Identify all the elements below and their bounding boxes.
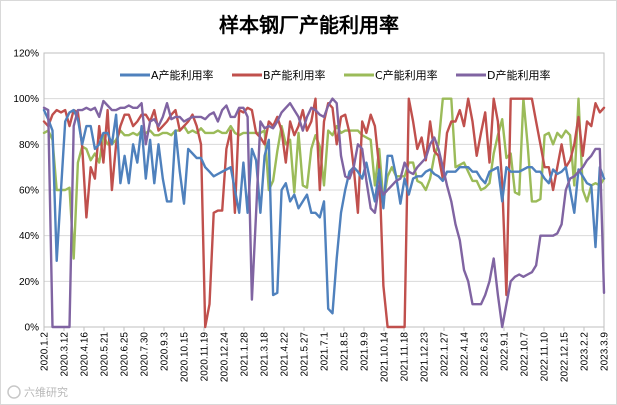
x-tick-label: 2021.4.22 bbox=[280, 332, 291, 377]
x-tick-label: 2021.7.1 bbox=[320, 332, 331, 371]
x-tick-label: 2023.3.9 bbox=[600, 332, 611, 371]
legend: A产能利用率 B产能利用率 C产能利用率 D产能利用率 bbox=[120, 68, 550, 82]
x-tick-label: 2020.12.24 bbox=[220, 332, 231, 382]
x-tick-label: 2020.6.25 bbox=[120, 332, 131, 377]
x-tick-label: 2022.6.23 bbox=[480, 332, 491, 377]
x-tick-label: 2020.4.16 bbox=[80, 332, 91, 377]
x-tick-label: 2021.12.23 bbox=[420, 332, 431, 382]
y-tick-label: 0% bbox=[25, 323, 40, 334]
watermark: 六维研究 bbox=[7, 385, 68, 399]
watermark-text: 六维研究 bbox=[24, 385, 68, 399]
y-tick-label: 120% bbox=[13, 49, 39, 60]
weibo-icon bbox=[7, 385, 21, 399]
x-tick-label: 2022.10.7 bbox=[520, 332, 531, 377]
x-tick-label: 2022.4.14 bbox=[460, 332, 471, 377]
x-tick-label: 2022.11.10 bbox=[540, 332, 551, 382]
x-tick-label: 2022.12.15 bbox=[560, 332, 571, 382]
x-tick-label: 2020.1.2 bbox=[40, 332, 51, 371]
x-tick-label: 2022.9.1 bbox=[500, 332, 511, 371]
y-tick-label: 80% bbox=[19, 140, 39, 151]
x-tick-label: 2021.10.14 bbox=[380, 332, 391, 382]
y-tick-label: 20% bbox=[19, 277, 39, 288]
x-tick-label: 2020.9.3 bbox=[160, 332, 171, 371]
x-tick-label: 2020.10.15 bbox=[180, 332, 191, 382]
x-tick-label: 2021.11.18 bbox=[400, 332, 411, 382]
y-tick-label: 60% bbox=[19, 186, 39, 197]
x-tick-label: 2021.9.9 bbox=[360, 332, 371, 371]
x-tick-label: 2023.2.2 bbox=[580, 332, 591, 371]
legend-label-d: D产能利用率 bbox=[487, 68, 550, 82]
x-tick-label: 2021.3.18 bbox=[260, 332, 271, 377]
series-line-a bbox=[42, 108, 606, 315]
x-tick-label: 2020.3.12 bbox=[60, 332, 71, 377]
series-layer bbox=[42, 97, 606, 329]
x-tick-label: 2021.8.5 bbox=[340, 332, 351, 371]
series-line-b bbox=[42, 97, 606, 329]
chart-title: 样本钢厂产能利用率 bbox=[219, 13, 399, 37]
legend-label-a: A产能利用率 bbox=[151, 68, 214, 82]
series-line-c bbox=[42, 97, 606, 260]
y-tick-label: 100% bbox=[13, 94, 39, 105]
x-tick-label: 2021.5.27 bbox=[300, 332, 311, 377]
x-tick-label: 2020.7.30 bbox=[140, 332, 151, 377]
y-tick-label: 40% bbox=[19, 231, 39, 242]
x-tick-label: 2020.5.21 bbox=[100, 332, 111, 377]
x-tick-label: 2022.1.27 bbox=[440, 332, 451, 377]
legend-label-c: C产能利用率 bbox=[375, 68, 438, 82]
legend-label-b: B产能利用率 bbox=[263, 68, 326, 82]
series-line-d bbox=[42, 97, 606, 329]
x-tick-label: 2020.11.19 bbox=[200, 332, 211, 382]
x-tick-label: 2021.1.28 bbox=[240, 332, 251, 377]
axis-layer: 0% 20% 40% 60% 80% 100% 120% 2020.1.2 2020.3.12 2… bbox=[13, 49, 610, 383]
